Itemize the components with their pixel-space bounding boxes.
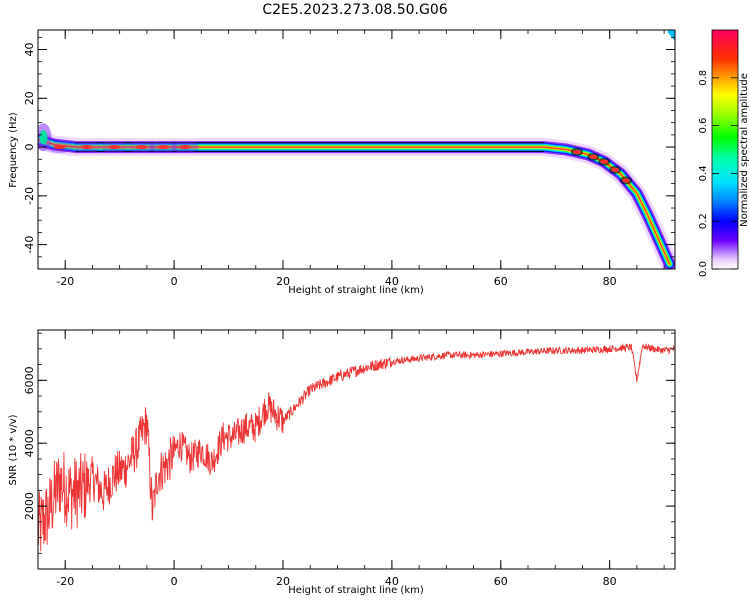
y-tick-label: -40	[23, 236, 36, 254]
colorbar-gradient	[712, 30, 738, 269]
x-tick-label: 40	[385, 275, 399, 288]
spectral-ridge	[38, 30, 675, 269]
ridge-peak	[589, 154, 598, 160]
spectrogram-ticks: -20 0 20 40 60 80 -40 -20 0 20 40	[23, 30, 675, 288]
y-tick-label: 4000	[23, 429, 36, 457]
x-tick-label: 40	[385, 575, 399, 588]
snr-xlabel: Height of straight line (km)	[288, 585, 424, 596]
aliased-fragment	[667, 30, 675, 42]
colorbar-tick-label: 0.2	[698, 213, 709, 229]
x-tick-label: 0	[171, 575, 178, 588]
y-tick-label: 0	[23, 144, 36, 151]
x-tick-label: 80	[603, 575, 617, 588]
x-tick-label: 0	[171, 275, 178, 288]
snr-panel: -20 0 20 40 60 80 2000 4000 6000 Height of strai…	[8, 329, 676, 596]
x-tick-label: 60	[494, 575, 508, 588]
snr-line	[38, 342, 675, 552]
ridge-peak	[53, 145, 66, 150]
colorbar-tick-label: 0.4	[698, 165, 709, 181]
x-tick-label: 80	[603, 275, 617, 288]
spectrogram-ylabel: Frequency (Hz)	[8, 112, 19, 188]
ridge-peak	[135, 145, 148, 150]
spectrogram-xlabel: Height of straight line (km)	[288, 285, 424, 296]
x-tick-label: -20	[56, 575, 74, 588]
colorbar-frame	[711, 29, 739, 270]
colorbar-tick-label: 0.0	[698, 261, 709, 277]
spectrogram-panel: -20 0 20 40 60 80 -40 -20 0 20 40 Height of straig…	[8, 29, 676, 296]
colorbar: 0.0 0.2 0.4 0.6 0.8 Normalized spectral ampl…	[698, 29, 750, 277]
y-tick-label: 6000	[23, 366, 36, 394]
ridge-peak	[573, 149, 581, 155]
x-tick-label: 60	[494, 275, 508, 288]
edge-spot	[39, 130, 48, 145]
ridge-peak	[81, 145, 93, 150]
ridge-peak	[108, 145, 121, 150]
x-tick-label: 20	[276, 275, 290, 288]
ridge-peak	[600, 159, 609, 164]
ridge-peak	[622, 178, 630, 183]
y-tick-label: 2000	[23, 492, 36, 520]
y-tick-label: 20	[23, 91, 36, 105]
snr-ticks: -20 0 20 40 60 80 2000 4000 6000	[23, 330, 675, 588]
ridge-peak	[179, 145, 191, 150]
snr-background	[38, 330, 675, 569]
x-tick-label: 20	[276, 575, 290, 588]
ridge-peak	[611, 167, 620, 173]
colorbar-ticks: 0.0 0.2 0.4 0.6 0.8	[698, 70, 738, 277]
snr-frame	[37, 329, 676, 570]
colorbar-tick-label: 0.6	[698, 118, 709, 134]
y-tick-label: 40	[23, 43, 36, 57]
snr-ylabel: SNR (10 * v/v)	[8, 414, 19, 485]
y-tick-label: -20	[23, 187, 36, 205]
ridge-band	[38, 139, 671, 265]
spectrogram-frame	[37, 29, 676, 270]
ridge-peak	[157, 145, 170, 150]
figure-title: C2E5.2023.273.08.50.G06	[262, 2, 447, 18]
colorbar-label: Normalized spectral amplitude	[739, 73, 750, 227]
x-tick-label: -20	[56, 275, 74, 288]
colorbar-tick-label: 0.8	[698, 70, 709, 86]
